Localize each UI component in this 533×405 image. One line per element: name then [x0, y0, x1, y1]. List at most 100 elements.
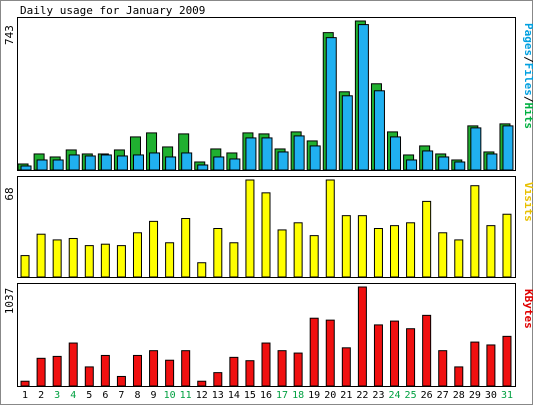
bar-visits-day-19	[309, 235, 319, 278]
bar-visits-day-14	[229, 242, 239, 278]
bar-visits-day-30	[486, 225, 496, 278]
bar-files-day-13	[213, 156, 225, 171]
bar-kbytes-day-23	[373, 324, 383, 387]
bar-kbytes-day-10	[165, 359, 175, 387]
bar-kbytes-day-29	[470, 341, 480, 387]
x-tick-label-day-28: 28	[453, 390, 465, 401]
bar-kbytes-day-4	[68, 342, 78, 387]
x-tick-label-day-8: 8	[134, 390, 140, 401]
bar-kbytes-day-8	[132, 354, 142, 387]
bar-files-day-19	[309, 145, 321, 171]
bar-visits-day-13	[213, 228, 223, 278]
bar-kbytes-day-22	[357, 286, 367, 387]
bar-files-day-8	[132, 154, 144, 171]
max-label-visits: 68	[3, 187, 16, 200]
bar-kbytes-day-6	[100, 354, 110, 387]
x-tick-label-day-22: 22	[356, 390, 368, 401]
bar-kbytes-day-12	[197, 380, 207, 387]
legend-label-part: Files	[522, 63, 533, 96]
x-tick-label-day-15: 15	[244, 390, 256, 401]
bar-visits-day-12	[197, 262, 207, 278]
bar-visits-day-24	[390, 225, 400, 278]
bar-kbytes-day-9	[149, 350, 159, 387]
bar-visits-day-23	[373, 228, 383, 278]
x-tick-label-day-14: 14	[228, 390, 240, 401]
x-tick-label-day-17: 17	[276, 390, 288, 401]
bar-files-day-31	[502, 125, 514, 171]
x-tick-label-day-6: 6	[102, 390, 108, 401]
max-label-usage: 743	[3, 25, 16, 45]
x-tick-label-day-24: 24	[388, 390, 400, 401]
bar-files-day-5	[84, 155, 96, 171]
x-tick-label-day-12: 12	[196, 390, 208, 401]
x-tick-label-day-9: 9	[151, 390, 157, 401]
bar-files-day-18	[293, 135, 305, 171]
x-tick-label-day-1: 1	[22, 390, 28, 401]
bar-visits-day-1	[20, 255, 30, 278]
bar-files-day-2	[36, 159, 48, 171]
bar-visits-day-5	[84, 245, 94, 278]
x-tick-label-day-29: 29	[469, 390, 481, 401]
bar-visits-day-16	[261, 192, 271, 278]
x-tick-label-day-5: 5	[86, 390, 92, 401]
legend-label-part: Visits	[522, 182, 533, 222]
bar-visits-day-8	[132, 232, 142, 278]
bar-kbytes-day-11	[181, 350, 191, 387]
legend-label-part: /	[522, 56, 533, 63]
bar-files-day-16	[261, 137, 273, 171]
x-tick-label-day-10: 10	[164, 390, 176, 401]
bar-kbytes-day-15	[245, 360, 255, 387]
bar-visits-day-22	[357, 215, 367, 278]
bar-files-day-11	[181, 152, 193, 171]
bar-visits-day-18	[293, 222, 303, 278]
x-tick-label-day-19: 19	[308, 390, 320, 401]
bar-visits-day-27	[438, 232, 448, 278]
bar-visits-day-26	[422, 200, 432, 278]
legend-label-usage: Pages/Files/Hits	[522, 23, 533, 129]
bar-visits-day-29	[470, 185, 480, 278]
legend-label-kbytes: KBytes	[522, 289, 533, 329]
bar-kbytes-day-14	[229, 356, 239, 387]
bar-kbytes-day-30	[486, 344, 496, 387]
bar-kbytes-day-17	[277, 350, 287, 387]
x-tick-label-day-4: 4	[70, 390, 76, 401]
legend-label-part: Hits	[522, 103, 533, 130]
x-tick-label-day-26: 26	[421, 390, 433, 401]
bar-files-day-9	[149, 152, 161, 171]
bar-files-day-17	[277, 151, 289, 171]
bar-files-day-28	[454, 161, 466, 171]
bar-visits-day-2	[36, 233, 46, 278]
bar-files-day-21	[341, 95, 353, 171]
bar-kbytes-day-27	[438, 350, 448, 387]
max-label-kbytes: 1037	[3, 288, 16, 315]
bar-visits-day-3	[52, 239, 62, 278]
bar-files-day-6	[100, 154, 112, 171]
bar-files-day-27	[438, 156, 450, 171]
bar-files-day-7	[116, 155, 128, 171]
x-tick-label-day-7: 7	[118, 390, 124, 401]
x-tick-label-day-3: 3	[54, 390, 60, 401]
bar-visits-day-4	[68, 237, 78, 278]
bar-visits-day-15	[245, 179, 255, 278]
bar-kbytes-day-3	[52, 355, 62, 387]
x-tick-label-day-23: 23	[372, 390, 384, 401]
bar-visits-day-31	[502, 213, 512, 278]
x-tick-label-day-25: 25	[405, 390, 417, 401]
chart-title: Daily usage for January 2009	[20, 4, 205, 17]
legend-label-part: Pages	[522, 23, 533, 56]
bar-files-day-24	[390, 136, 402, 171]
bar-files-day-3	[52, 159, 64, 171]
bar-visits-day-25	[406, 222, 416, 278]
x-tick-label-day-16: 16	[260, 390, 272, 401]
bar-kbytes-day-25	[406, 328, 416, 387]
bar-visits-day-28	[454, 239, 464, 278]
bar-visits-day-11	[181, 218, 191, 278]
x-tick-label-day-18: 18	[292, 390, 304, 401]
bar-files-day-12	[197, 164, 209, 171]
legend-label-part: /	[522, 96, 533, 103]
bar-kbytes-day-26	[422, 314, 432, 387]
x-tick-label-day-2: 2	[38, 390, 44, 401]
bar-visits-day-10	[165, 242, 175, 278]
